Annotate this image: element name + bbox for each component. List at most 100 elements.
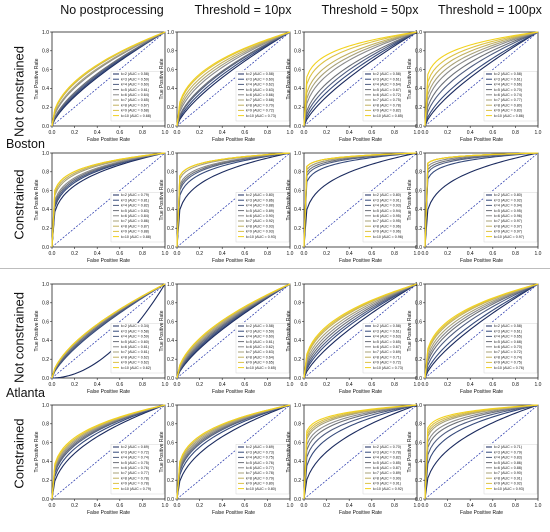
legend-entry: k=3 (AUC = 0.61) [494,329,522,333]
x-tick-label: 0.8 [139,130,146,136]
legend-box [110,70,165,122]
y-tick-label: 0.4 [294,459,301,465]
legend-entry: k=3 (AUC = 0.59) [246,329,274,333]
x-axis-label: False Positive Rate [460,258,503,264]
legend-entry: k=5 (AUC = 0.75) [121,461,149,465]
y-axis-label: True Positive Rate [286,179,292,220]
x-axis-label: False Positive Rate [87,510,130,516]
y-tick-label: 0.6 [415,67,422,73]
x-tick-label: 0.6 [241,382,248,388]
y-tick-label: 0.8 [42,49,49,55]
legend-entry: k=2 (AUC = 0.58) [494,72,522,76]
roc-panel: 0.0 0.2 0.4 0.6 0.8 1.00.00.20.40.60.81.0Fals… [407,403,542,516]
legend-entry: k=2 (AUC = 0.69) [121,445,149,449]
x-tick-label: 0.8 [139,382,146,388]
roc-panel: 0.0 0.2 0.4 0.6 0.8 1.00.00.20.40.60.81.0Fals… [286,151,421,264]
y-tick-label: 1.0 [167,30,174,36]
roc-curve-k10 [424,283,539,379]
legend-entry: k=5 (AUC = 0.61) [246,340,274,344]
x-tick-label: 0.2 [196,382,203,388]
y-tick-label: 0.8 [415,422,422,428]
legend-entry: k=9 (AUC = 0.92) [494,482,522,486]
city-divider [0,268,550,269]
legend-entry: k=9 (AUC = 0.75) [494,361,522,365]
y-tick-label: 0.4 [167,338,174,344]
legend-entry: k=4 (AUC = 0.62) [246,83,274,87]
x-tick-label: 0.0 [174,503,181,509]
y-tick-label: 1.0 [294,403,301,409]
legend-entry: k=4 (AUC = 0.66) [494,83,522,87]
roc-curve-k10 [176,31,291,127]
roc-curve-k2 [424,152,539,248]
x-tick-label: 0.2 [323,382,330,388]
roc-curve-k6 [424,283,539,379]
y-tick-label: 0.4 [415,86,422,92]
legend-entry: k=9 (AUC = 0.93) [246,230,274,234]
x-axis-label: False Positive Rate [339,258,382,264]
x-tick-label: 0.6 [116,130,123,136]
roc-curve-k2 [303,152,418,248]
y-tick-label: 0.2 [167,478,174,484]
y-tick-label: 0.6 [42,67,49,73]
roc-curve-k2 [303,31,418,127]
y-tick-label: 0.0 [167,497,174,503]
legend-entry: k=5 (AUC = 0.63) [246,88,274,92]
legend-entry: k=5 (AUC = 0.94) [373,209,401,213]
x-tick-label: 0.0 [49,382,56,388]
legend-entry: k=2 (AUC = 0.58) [373,72,401,76]
roc-curve-k3 [51,404,166,500]
x-tick-label: 0.2 [323,130,330,136]
legend-entry: k=8 (AUC = 0.74) [494,355,522,359]
x-tick-label: 0.4 [346,382,353,388]
legend-entry: k=10 (AUC = 0.96) [373,235,403,239]
y-axis-label: True Positive Rate [159,310,165,351]
roc-curve-k5 [176,31,291,127]
y-tick-label: 1.0 [415,30,422,36]
x-tick-label: 0.8 [391,382,398,388]
x-tick-label: 0.0 [301,251,308,257]
roc-curve-k10 [424,404,539,500]
y-tick-label: 0.0 [294,245,301,251]
y-tick-label: 1.0 [415,151,422,157]
legend-entry: k=3 (AUC = 0.59) [121,77,149,81]
y-tick-label: 0.6 [167,319,174,325]
y-tick-label: 0.0 [415,124,422,130]
x-axis-label: False Positive Rate [87,258,130,264]
y-tick-label: 0.2 [415,105,422,111]
legend-entry: k=2 (AUC = 0.34) [121,324,149,328]
y-tick-label: 0.4 [42,86,49,92]
roc-curve-k2 [424,31,539,127]
legend-box [235,70,290,122]
y-tick-label: 0.6 [294,440,301,446]
x-tick-label: 1.0 [414,503,421,509]
x-tick-label: 0.8 [264,251,271,257]
y-tick-label: 0.8 [415,170,422,176]
x-tick-label: 0.6 [489,251,496,257]
x-tick-label: 0.0 [422,130,429,136]
legend-entry: k=2 (AUC = 0.69) [246,445,274,449]
legend-entry: k=8 (AUC = 0.97) [494,224,522,228]
x-tick-label: 0.0 [49,503,56,509]
roc-curve-k4 [303,31,418,127]
roc-curve-k7 [424,283,539,379]
x-tick-label: 0.2 [71,130,78,136]
roc-curve-k7 [303,283,418,379]
legend-entry: k=6 (AUC = 0.95) [373,214,401,218]
legend-entry: k=4 (AUC = 0.60) [246,335,274,339]
y-axis-label: True Positive Rate [34,58,40,99]
x-axis-label: False Positive Rate [212,137,255,143]
legend-entry: k=3 (AUC = 0.86) [246,198,274,202]
roc-curve-k3 [303,31,418,127]
legend-entry: k=2 (AUC = 0.80) [373,193,401,197]
roc-curve-k10 [424,152,539,248]
x-tick-label: 0.8 [391,130,398,136]
x-tick-label: 0.6 [241,130,248,136]
y-tick-label: 0.4 [42,338,49,344]
y-tick-label: 0.8 [415,49,422,55]
legend-box [235,191,290,243]
roc-curve-k10 [51,31,166,127]
y-tick-label: 0.2 [415,357,422,363]
roc-curve-k6 [303,283,418,379]
y-tick-label: 0.6 [415,188,422,194]
roc-panel: 0.0 0.2 0.4 0.6 0.8 1.00.00.20.40.60.81.0Fals… [407,282,542,395]
